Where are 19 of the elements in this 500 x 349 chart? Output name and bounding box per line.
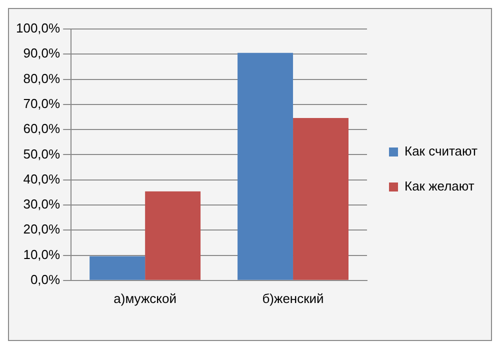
y-tick-label: 20,0% bbox=[23, 222, 61, 237]
y-tick-label: 90,0% bbox=[23, 46, 61, 61]
y-tick-label: 70,0% bbox=[23, 96, 61, 111]
legend-label: Как считают bbox=[404, 144, 478, 159]
y-tick-label: 50,0% bbox=[23, 146, 61, 162]
x-tick-label: б)женский bbox=[262, 290, 324, 306]
legend-label: Как желают bbox=[404, 178, 474, 194]
bar bbox=[293, 118, 349, 280]
y-tick-label: 0,0% bbox=[30, 272, 61, 287]
bar bbox=[238, 52, 294, 280]
x-tick-label: а)мужской bbox=[114, 290, 176, 306]
y-tick-label: 40,0% bbox=[23, 171, 61, 186]
y-tick-label: 10,0% bbox=[23, 246, 61, 262]
y-tick-label: 60,0% bbox=[23, 121, 61, 136]
y-tick-label: 30,0% bbox=[23, 196, 61, 212]
bar bbox=[145, 191, 201, 280]
y-tick-label: 100,0% bbox=[16, 20, 61, 36]
bar bbox=[90, 256, 146, 280]
y-tick-label: 80,0% bbox=[23, 70, 61, 86]
